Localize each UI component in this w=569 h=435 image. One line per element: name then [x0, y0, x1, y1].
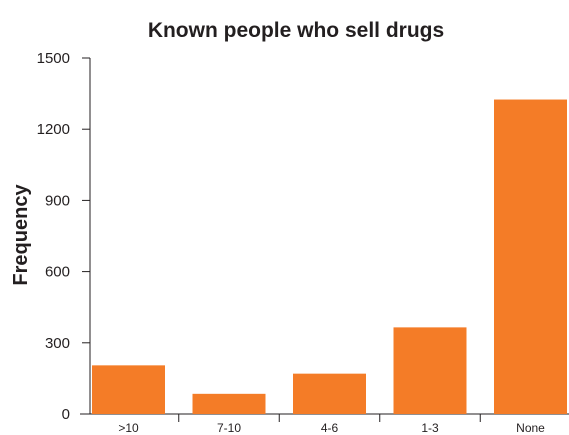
y-tick-label: 1500: [37, 50, 70, 67]
y-tick-label: 600: [45, 264, 70, 281]
bar: [92, 365, 165, 414]
bar: [192, 393, 266, 414]
chart-title: Known people who sell drugs: [148, 19, 444, 42]
x-tick-label: None: [516, 421, 545, 435]
x-axis: >10 7-10 4-6 1-3 None: [80, 413, 569, 435]
bar: [293, 373, 366, 414]
y-axis: 0 300 600 900 1200 1500: [37, 50, 91, 423]
y-tick-label: 0: [62, 406, 70, 423]
y-axis-label: Frequency: [10, 184, 32, 286]
y-tick-label: 1200: [37, 121, 70, 138]
bars-group: [92, 99, 567, 415]
bar: [393, 327, 467, 414]
x-tick-label: 1-3: [421, 421, 439, 435]
bar: [494, 99, 567, 415]
x-tick-label: 4-6: [321, 421, 339, 435]
y-tick-label: 300: [45, 335, 70, 352]
y-tick-label: 900: [45, 192, 70, 209]
x-tick-label: 7-10: [217, 421, 241, 435]
x-tick-label: >10: [118, 421, 139, 435]
